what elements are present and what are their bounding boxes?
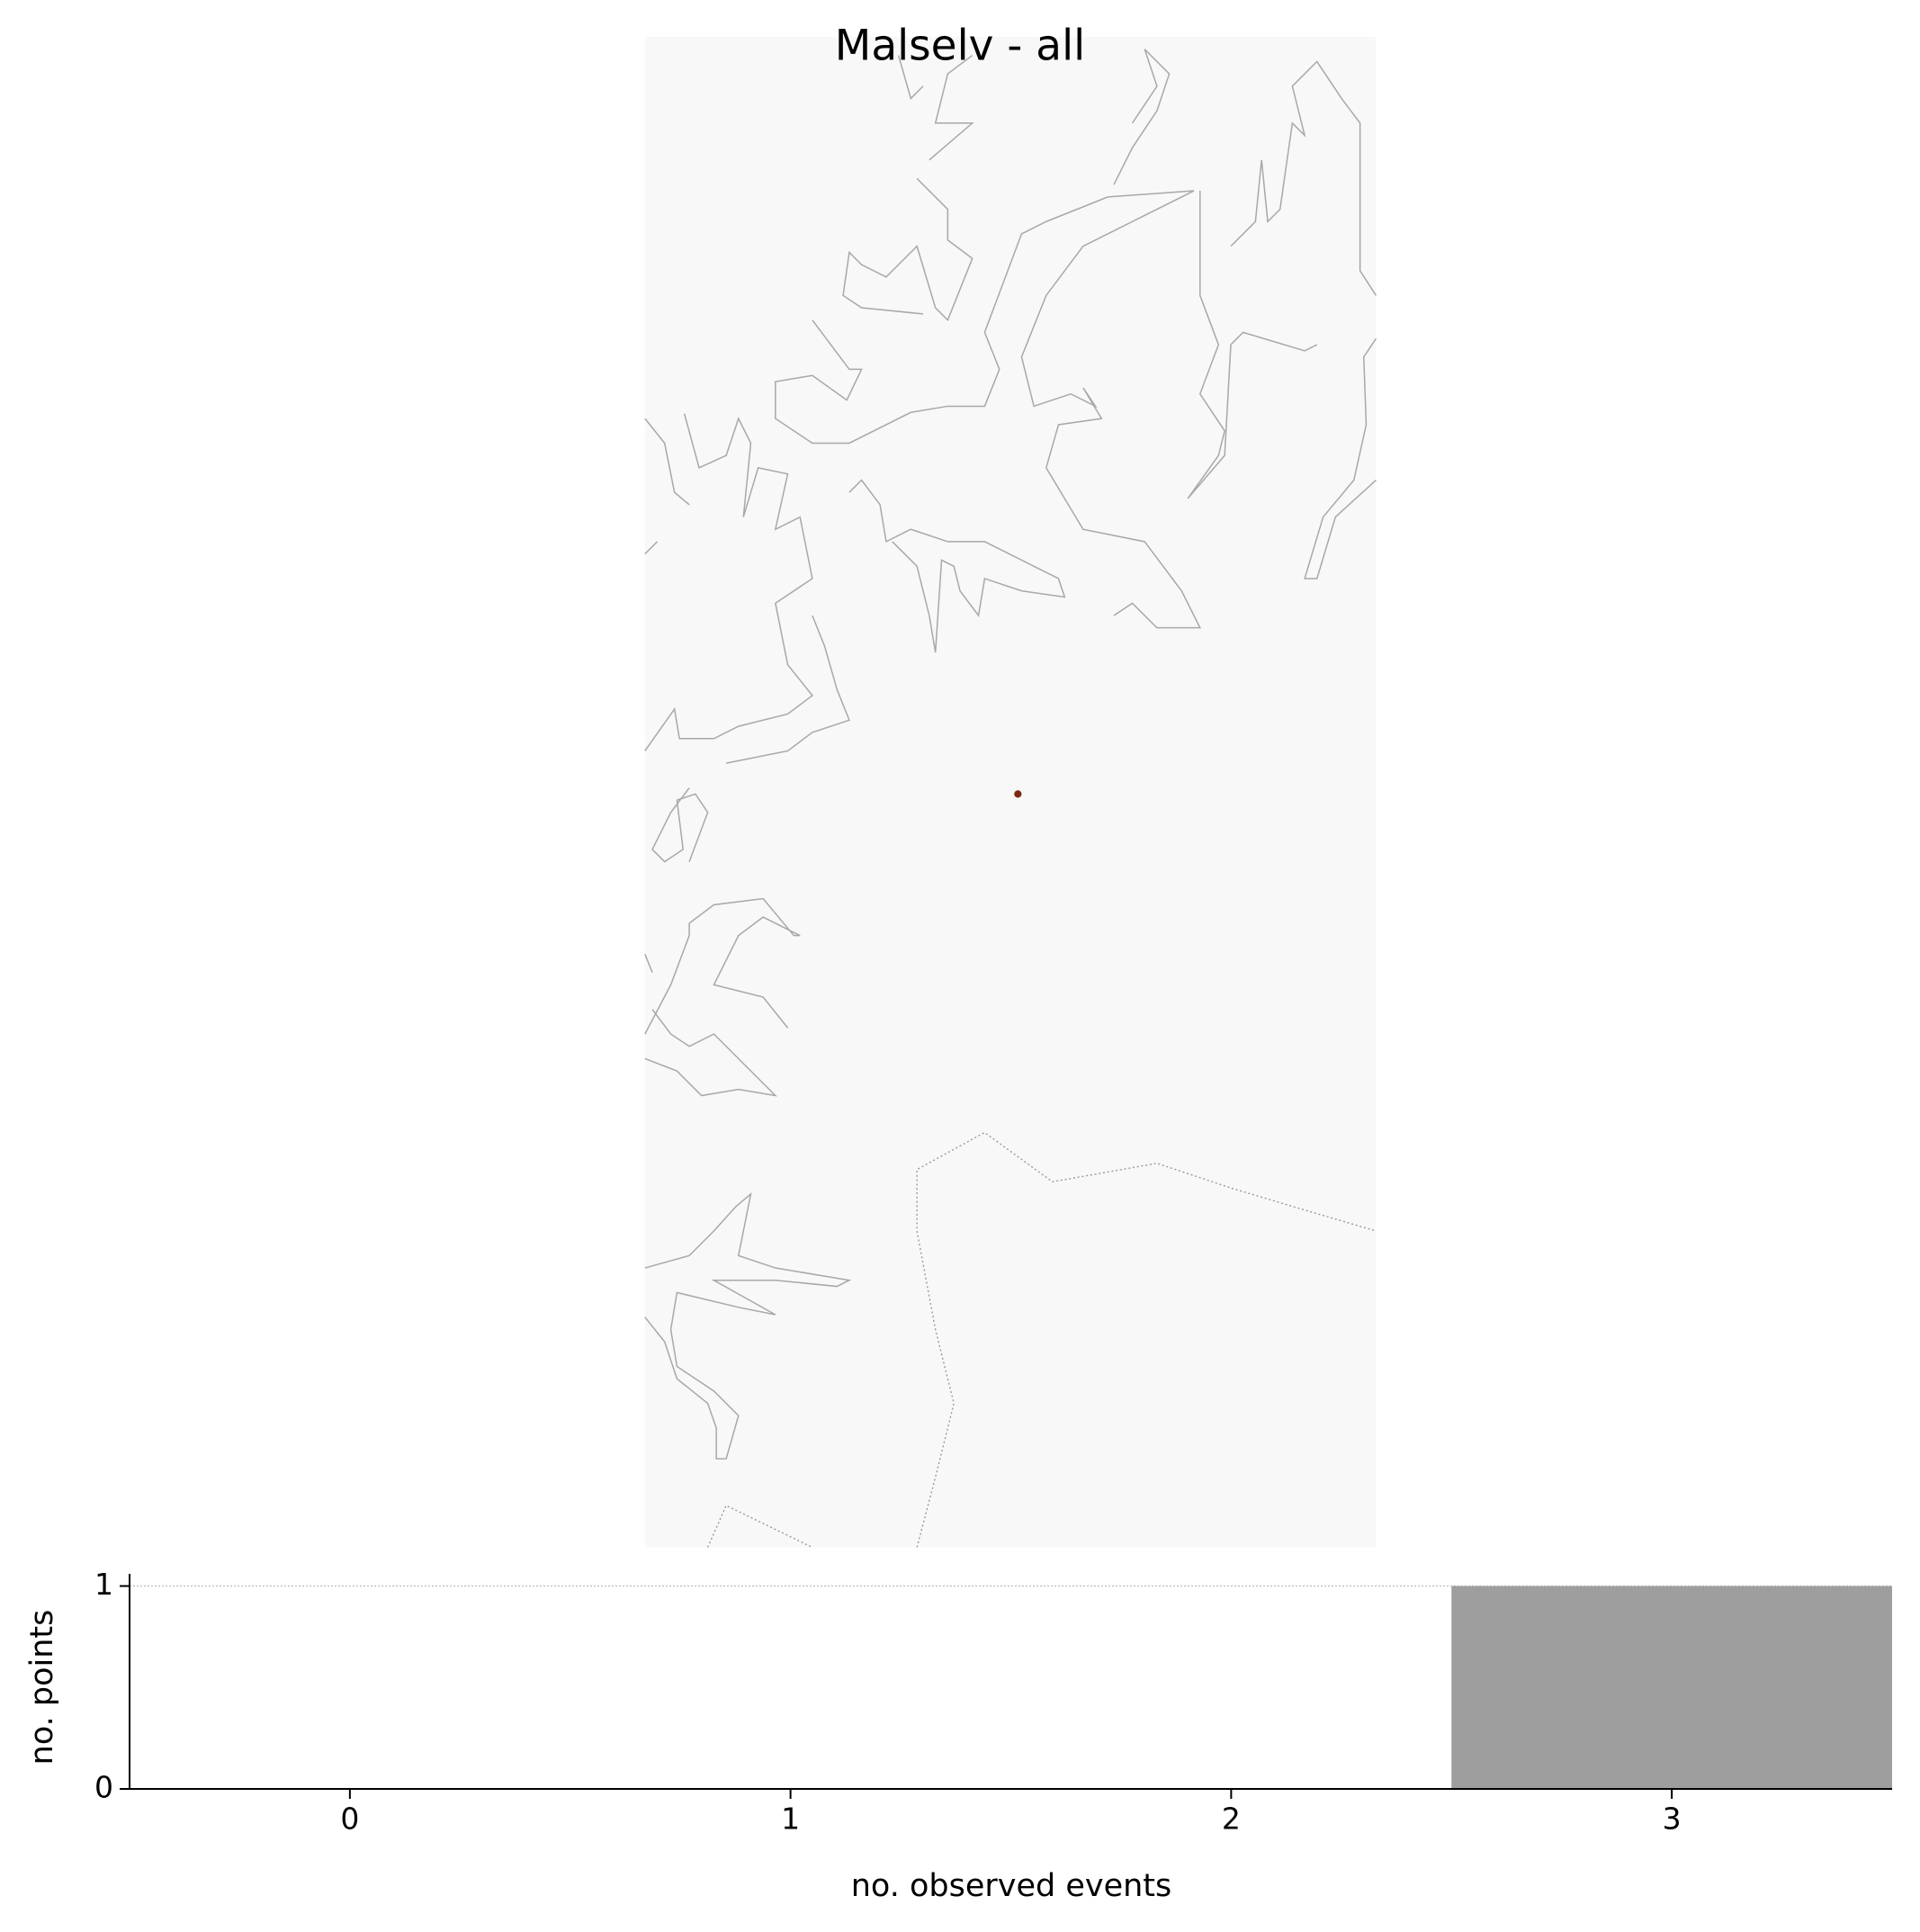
border [706, 1131, 1377, 1549]
coastline [644, 413, 813, 751]
map-point [1014, 790, 1022, 798]
coastline [644, 190, 1202, 629]
x-tick-label: 1 [781, 1802, 800, 1837]
y-tick-label: 1 [94, 1567, 113, 1602]
map [644, 37, 1377, 1549]
coastline [848, 479, 1066, 653]
x-tick-label: 2 [1222, 1802, 1241, 1837]
x-tick-label: 0 [340, 1802, 359, 1837]
coastline [842, 49, 1171, 322]
y-axis-label: no. points [24, 1610, 60, 1766]
bar [1451, 1586, 1892, 1789]
chart-title: Malselv - all [835, 22, 1085, 71]
coastline [644, 1192, 852, 1460]
y-tick-label: 0 [94, 1770, 113, 1805]
map-background [644, 37, 1377, 1548]
x-tick-label: 3 [1663, 1802, 1682, 1837]
coastline [1187, 60, 1377, 580]
x-axis-label: no. observed events [851, 1868, 1172, 1904]
coastline [644, 615, 850, 1097]
